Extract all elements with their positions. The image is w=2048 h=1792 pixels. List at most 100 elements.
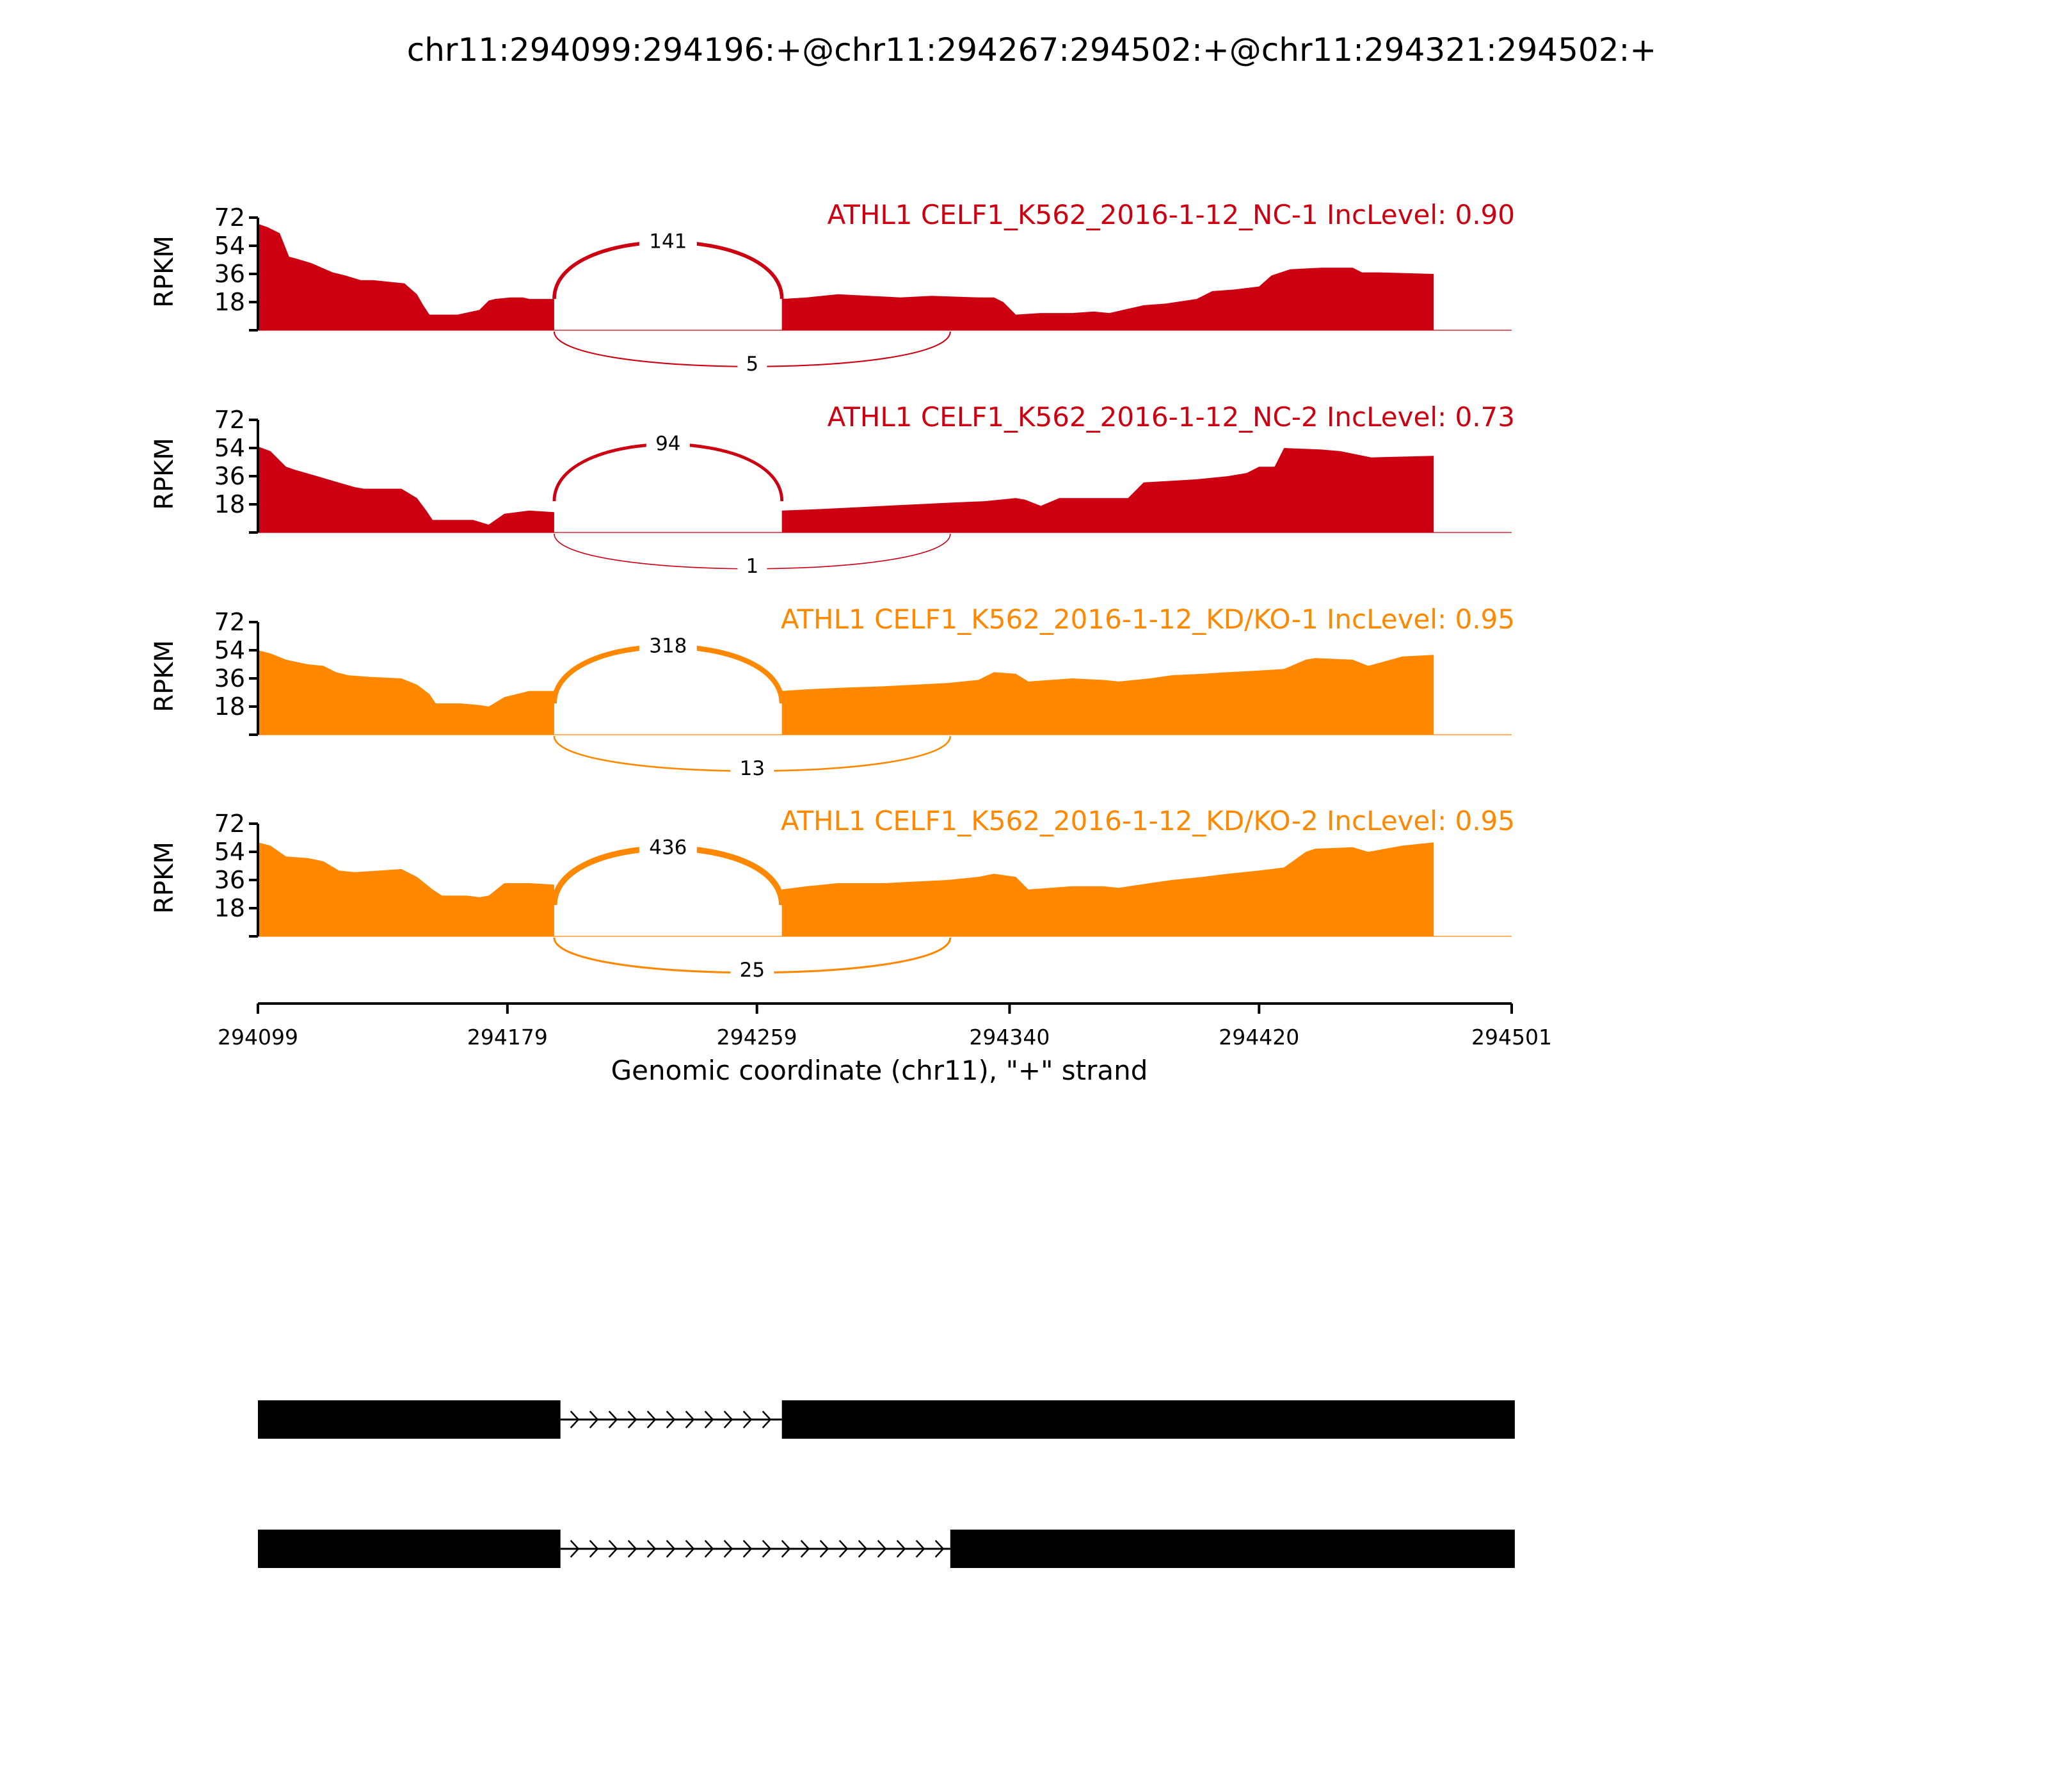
x-tick-label: 294501 xyxy=(1471,1025,1552,1050)
x-tick-label: 294259 xyxy=(717,1025,797,1050)
junction-count: 1 xyxy=(746,555,759,578)
y-tick-label: 54 xyxy=(214,232,245,260)
strand-chevron xyxy=(627,1540,637,1558)
junction-count: 13 xyxy=(740,757,765,780)
track-title: ATHL1 CELF1_K562_2016-1-12_KD/KO-1 IncLe… xyxy=(781,604,1515,635)
strand-chevron xyxy=(762,1540,772,1558)
y-tick-label: 72 xyxy=(214,810,245,838)
strand-chevron xyxy=(838,1540,849,1558)
y-axis-label: RPKM xyxy=(150,236,179,308)
strand-chevron xyxy=(666,1540,676,1558)
y-tick-label: 18 xyxy=(214,288,245,316)
strand-chevron xyxy=(570,1411,580,1428)
coverage-area-2 xyxy=(781,842,1434,936)
strand-chevron xyxy=(570,1540,580,1558)
strand-chevron xyxy=(762,1411,772,1428)
strand-chevron xyxy=(742,1540,753,1558)
junction-count: 141 xyxy=(649,230,687,253)
strand-chevron xyxy=(800,1540,810,1558)
coverage-area-2 xyxy=(781,448,1434,532)
y-tick-label: 54 xyxy=(214,636,245,664)
junction-count: 94 xyxy=(655,432,680,455)
isoform-1 xyxy=(258,1400,1515,1439)
y-axis-label: RPKM xyxy=(150,842,179,914)
strand-chevron xyxy=(858,1540,868,1558)
y-axis-label: RPKM xyxy=(150,438,179,510)
strand-chevron xyxy=(685,1411,695,1428)
y-axis-label: RPKM xyxy=(150,640,179,712)
junction-label-bg xyxy=(737,554,767,577)
y-tick-label: 72 xyxy=(214,608,245,636)
coverage-area-1 xyxy=(258,650,554,735)
strand-chevron xyxy=(627,1411,637,1428)
junction-count: 436 xyxy=(649,836,687,859)
exon-block xyxy=(781,1400,1515,1439)
exon-block xyxy=(258,1530,561,1568)
junction-label-bg xyxy=(646,431,690,455)
y-tick-label: 54 xyxy=(214,434,245,462)
junction-label-bg xyxy=(737,352,767,375)
exon-block xyxy=(258,1400,561,1439)
strand-chevron xyxy=(934,1540,945,1558)
y-tick-label: 72 xyxy=(214,204,245,232)
strand-chevron xyxy=(589,1411,599,1428)
isoform-models xyxy=(258,1400,1515,1568)
exon-block xyxy=(950,1530,1515,1568)
junction-count: 5 xyxy=(746,353,759,376)
y-tick-label: 18 xyxy=(214,894,245,922)
strand-chevron xyxy=(608,1540,618,1558)
junction-label-bg xyxy=(730,756,774,780)
strand-chevron xyxy=(896,1540,906,1558)
coverage-area-1 xyxy=(258,842,554,936)
coverage-area-1 xyxy=(258,223,554,330)
x-axis-label: Genomic coordinate (chr11), "+" strand xyxy=(611,1055,1148,1086)
strand-chevron xyxy=(608,1411,618,1428)
x-tick-label: 294340 xyxy=(969,1025,1050,1050)
track-title: ATHL1 CELF1_K562_2016-1-12_NC-1 IncLevel… xyxy=(828,199,1515,230)
y-tick-label: 18 xyxy=(214,490,245,518)
coverage-area-1 xyxy=(258,446,554,532)
strand-chevron xyxy=(781,1540,791,1558)
track-title: ATHL1 CELF1_K562_2016-1-12_NC-2 IncLevel… xyxy=(828,401,1515,433)
junction-label-bg xyxy=(639,229,697,253)
figure-title: chr11:294099:294196:+@chr11:294267:29450… xyxy=(407,31,1657,68)
y-tick-label: 18 xyxy=(214,692,245,721)
y-tick-label: 36 xyxy=(214,664,245,692)
y-tick-label: 54 xyxy=(214,838,245,866)
junction-label-bg xyxy=(730,958,774,981)
strand-chevron xyxy=(589,1540,599,1558)
junction-label-bg xyxy=(639,835,697,859)
x-tick-label: 294099 xyxy=(218,1025,298,1050)
junction-count: 318 xyxy=(649,634,687,657)
track-title: ATHL1 CELF1_K562_2016-1-12_KD/KO-2 IncLe… xyxy=(781,805,1515,836)
coverage-area-2 xyxy=(781,268,1434,330)
y-tick-label: 36 xyxy=(214,866,245,894)
strand-chevron xyxy=(723,1540,733,1558)
isoform-2 xyxy=(258,1530,1515,1568)
strand-chevron xyxy=(646,1411,657,1428)
strand-chevron xyxy=(704,1411,714,1428)
strand-chevron xyxy=(685,1540,695,1558)
coverage-area-2 xyxy=(781,655,1434,735)
junction-label-bg xyxy=(639,634,697,657)
strand-chevron xyxy=(704,1540,714,1558)
junction-count: 25 xyxy=(740,959,765,982)
strand-chevron xyxy=(742,1411,753,1428)
x-tick-label: 294179 xyxy=(467,1025,548,1050)
strand-chevron xyxy=(666,1411,676,1428)
x-axis: 294099 294179 294259 294340 294420 294501 xyxy=(218,1002,1552,1050)
strand-chevron xyxy=(915,1540,925,1558)
strand-chevron xyxy=(723,1411,733,1428)
strand-chevron xyxy=(877,1540,887,1558)
y-tick-label: 36 xyxy=(214,260,245,288)
y-tick-label: 72 xyxy=(214,406,245,434)
x-tick-label: 294420 xyxy=(1219,1025,1299,1050)
strand-chevron xyxy=(646,1540,657,1558)
strand-chevron xyxy=(819,1540,829,1558)
